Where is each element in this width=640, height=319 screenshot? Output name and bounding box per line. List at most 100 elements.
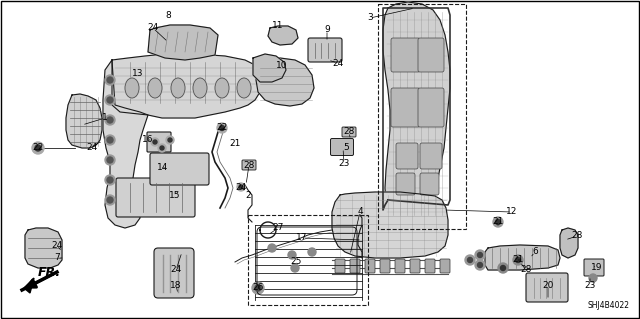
Polygon shape <box>112 54 260 118</box>
Polygon shape <box>383 2 450 222</box>
Text: 6: 6 <box>532 248 538 256</box>
Ellipse shape <box>215 78 229 98</box>
Text: 21: 21 <box>512 256 524 264</box>
FancyBboxPatch shape <box>147 132 171 152</box>
Circle shape <box>291 264 299 272</box>
Circle shape <box>35 145 41 151</box>
FancyBboxPatch shape <box>154 248 194 298</box>
FancyBboxPatch shape <box>308 38 342 62</box>
Circle shape <box>475 260 485 270</box>
Circle shape <box>220 125 225 130</box>
Circle shape <box>495 219 500 225</box>
Polygon shape <box>103 60 148 228</box>
Polygon shape <box>332 192 448 258</box>
FancyBboxPatch shape <box>526 273 568 302</box>
FancyBboxPatch shape <box>584 259 604 276</box>
Circle shape <box>158 144 166 152</box>
Circle shape <box>107 117 113 123</box>
Circle shape <box>308 248 316 256</box>
Circle shape <box>500 265 506 271</box>
Text: 16: 16 <box>142 136 154 145</box>
Text: 22: 22 <box>33 144 44 152</box>
Circle shape <box>153 140 157 144</box>
Text: 15: 15 <box>169 190 180 199</box>
Circle shape <box>217 123 227 133</box>
Text: 24: 24 <box>236 182 246 191</box>
Circle shape <box>105 195 115 205</box>
Text: 9: 9 <box>324 26 330 34</box>
Circle shape <box>237 183 245 191</box>
Ellipse shape <box>193 78 207 98</box>
FancyBboxPatch shape <box>396 173 415 195</box>
FancyBboxPatch shape <box>242 160 256 170</box>
Text: 23: 23 <box>584 280 596 290</box>
Circle shape <box>166 136 174 144</box>
Circle shape <box>252 282 264 294</box>
Text: 22: 22 <box>216 123 228 132</box>
FancyBboxPatch shape <box>420 173 439 195</box>
Text: FR.: FR. <box>38 266 61 279</box>
FancyBboxPatch shape <box>418 88 444 127</box>
Ellipse shape <box>125 78 139 98</box>
Circle shape <box>513 255 523 265</box>
Polygon shape <box>24 278 34 293</box>
Bar <box>378 4 466 229</box>
Text: 24: 24 <box>170 265 182 275</box>
Text: 2: 2 <box>245 191 251 201</box>
Polygon shape <box>560 228 578 258</box>
FancyBboxPatch shape <box>395 259 405 273</box>
Text: 7: 7 <box>54 254 60 263</box>
FancyBboxPatch shape <box>330 138 353 155</box>
Circle shape <box>467 257 472 263</box>
Text: 27: 27 <box>272 224 284 233</box>
Polygon shape <box>66 94 102 148</box>
Text: 14: 14 <box>157 164 169 173</box>
Text: 28: 28 <box>572 232 582 241</box>
Circle shape <box>105 135 115 145</box>
Circle shape <box>107 77 113 83</box>
Text: SHJ4B4022: SHJ4B4022 <box>588 301 630 310</box>
Polygon shape <box>25 228 62 268</box>
Ellipse shape <box>148 78 162 98</box>
Text: 3: 3 <box>367 13 373 23</box>
FancyBboxPatch shape <box>420 143 442 169</box>
Circle shape <box>477 263 483 268</box>
FancyBboxPatch shape <box>418 38 444 72</box>
FancyBboxPatch shape <box>380 259 390 273</box>
FancyBboxPatch shape <box>335 259 345 273</box>
Circle shape <box>107 197 113 203</box>
Text: 25: 25 <box>291 257 301 266</box>
Circle shape <box>107 177 113 183</box>
Circle shape <box>255 285 261 291</box>
Circle shape <box>105 75 115 85</box>
Text: 11: 11 <box>272 20 284 29</box>
FancyBboxPatch shape <box>365 259 375 273</box>
Text: 4: 4 <box>357 207 363 217</box>
Text: 17: 17 <box>296 234 308 242</box>
Circle shape <box>239 185 243 189</box>
Circle shape <box>589 274 597 282</box>
Text: 24: 24 <box>332 58 344 68</box>
Circle shape <box>168 138 172 142</box>
Text: 20: 20 <box>542 280 554 290</box>
Text: 24: 24 <box>51 241 63 249</box>
Ellipse shape <box>237 78 251 98</box>
Text: 21: 21 <box>492 218 504 226</box>
Circle shape <box>288 251 296 259</box>
Text: 13: 13 <box>132 70 144 78</box>
Circle shape <box>465 255 475 265</box>
Circle shape <box>493 217 503 227</box>
FancyBboxPatch shape <box>150 153 209 185</box>
Text: 28: 28 <box>343 128 355 137</box>
Circle shape <box>105 95 115 105</box>
Circle shape <box>477 253 483 257</box>
Polygon shape <box>253 54 286 82</box>
FancyBboxPatch shape <box>410 259 420 273</box>
Text: 21: 21 <box>229 139 241 149</box>
Text: 12: 12 <box>506 207 518 217</box>
Text: 24: 24 <box>86 144 98 152</box>
Text: 19: 19 <box>591 263 603 272</box>
Circle shape <box>107 97 113 103</box>
Circle shape <box>475 250 485 260</box>
FancyBboxPatch shape <box>116 178 195 217</box>
